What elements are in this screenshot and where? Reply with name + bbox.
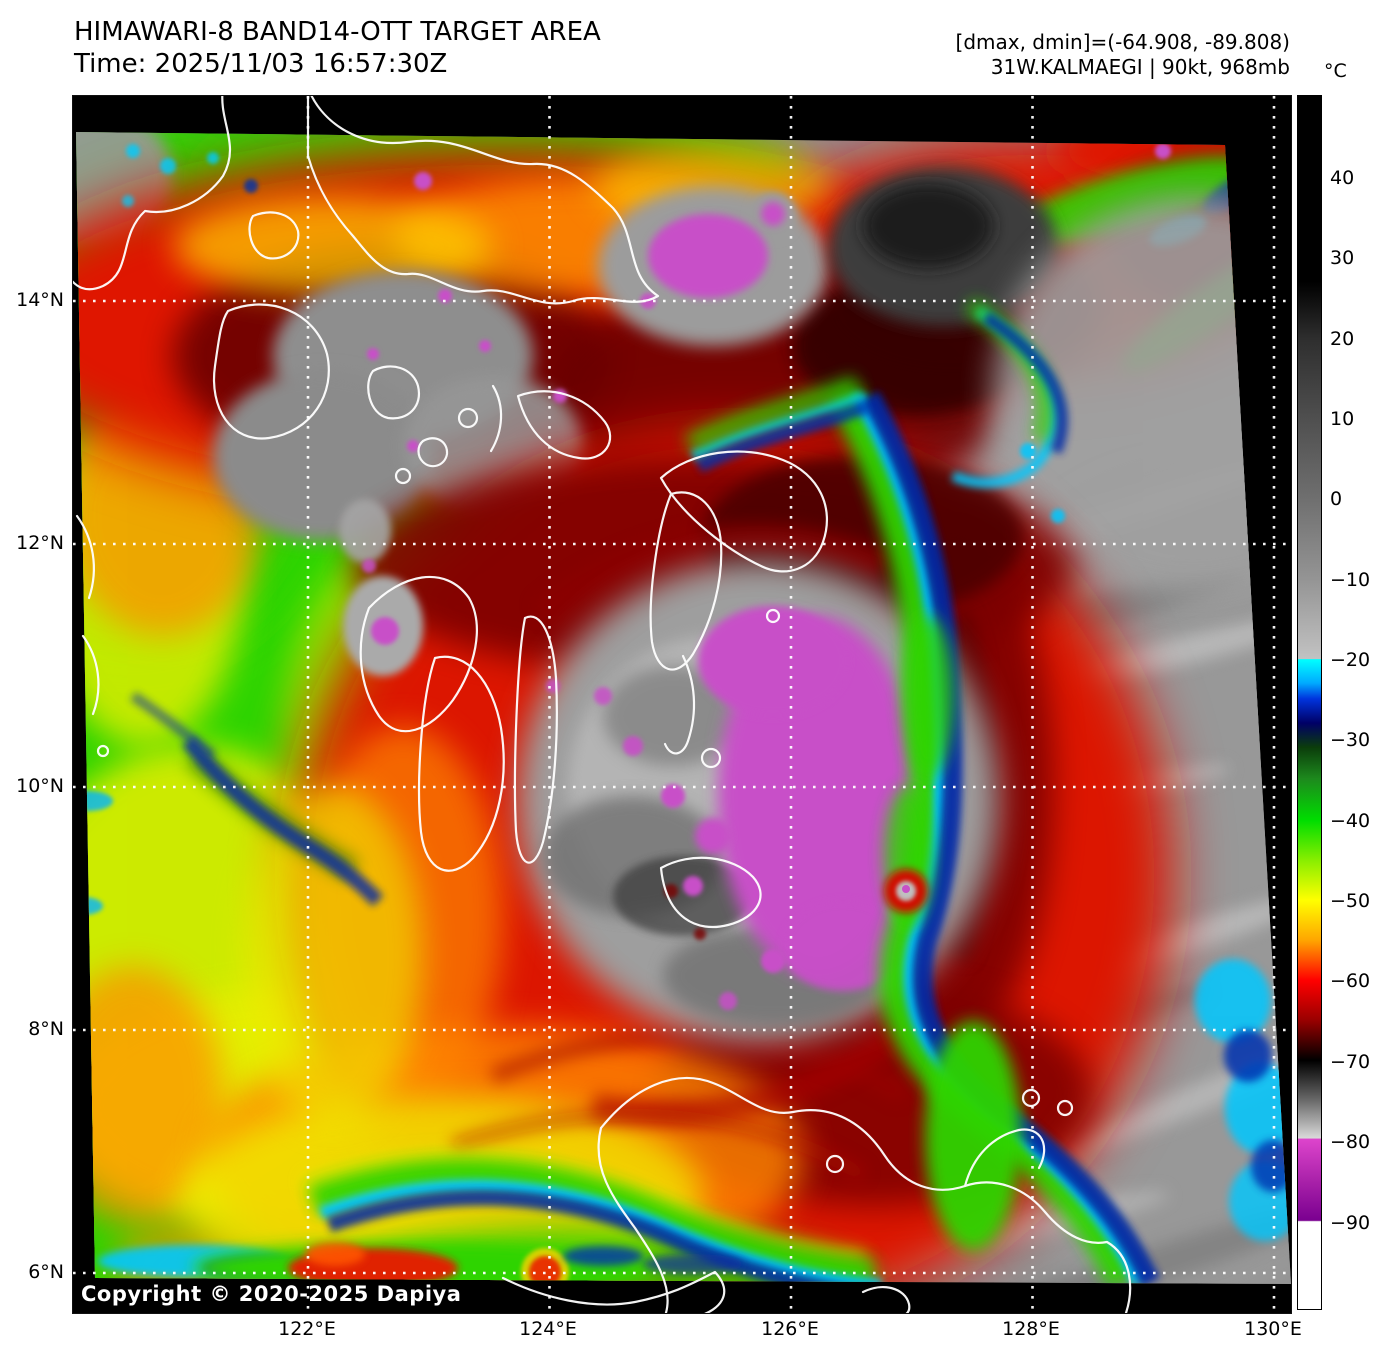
east-fringe — [684, 298, 1291, 1284]
lon-tick-130e: 130°E — [1244, 1318, 1302, 1340]
lat-tick-8n: 8°N — [28, 1018, 64, 1040]
cb-tick-30: 30 — [1330, 247, 1355, 269]
cb-tick-10: 10 — [1330, 408, 1355, 430]
lon-tick-124e: 124°E — [519, 1318, 577, 1340]
ir-imagery — [76, 132, 1291, 1284]
cb-tick-m70: −70 — [1330, 1051, 1371, 1073]
lat-tick-10n: 10°N — [16, 775, 64, 797]
lat-tick-14n: 14°N — [16, 289, 64, 311]
lon-tick-122e: 122°E — [278, 1318, 336, 1340]
cb-tick-m60: −60 — [1330, 970, 1371, 992]
cb-tick-40: 40 — [1330, 167, 1355, 189]
cb-tick-m20: −20 — [1330, 649, 1371, 671]
coastlines — [73, 96, 1132, 1313]
lat-tick-12n: 12°N — [16, 532, 64, 554]
cb-tick-m50: −50 — [1330, 890, 1371, 912]
lon-tick-126e: 126°E — [761, 1318, 819, 1340]
cb-tick-m10: −10 — [1330, 569, 1371, 591]
cb-tick-m40: −40 — [1330, 810, 1371, 832]
cdo-and-overshoot — [339, 499, 998, 1041]
satellite-map: Copyright © 2020-2025 Dapiya — [72, 95, 1292, 1314]
cb-tick-0: 0 — [1330, 488, 1343, 510]
copyright-label: Copyright © 2020-2025 Dapiya — [81, 1282, 462, 1306]
dmax-dmin-readout: [dmax, dmin]=(-64.908, -89.808) — [955, 30, 1290, 54]
figure-title: HIMAWARI-8 BAND14-OTT TARGET AREA — [74, 17, 601, 47]
cb-tick-20: 20 — [1330, 328, 1355, 350]
cb-tick-m90: −90 — [1330, 1212, 1371, 1234]
cb-tick-m30: −30 — [1330, 729, 1371, 751]
header-right: [dmax, dmin]=(-64.908, -89.808) 31W.KALM… — [956, 30, 1290, 80]
storm-info: 31W.KALMAEGI | 90kt, 968mb — [990, 55, 1290, 79]
lat-tick-6n: 6°N — [28, 1261, 64, 1283]
title-block: HIMAWARI-8 BAND14-OTT TARGET AREA Time: … — [74, 16, 601, 80]
colorbar-unit-label: °C — [1324, 60, 1347, 82]
figure-timestamp: Time: 2025/11/03 16:57:30Z — [74, 49, 448, 79]
satellite-image — [73, 96, 1291, 1313]
colorbar — [1297, 95, 1322, 1310]
lon-tick-128e: 128°E — [1002, 1318, 1060, 1340]
cb-tick-m80: −80 — [1330, 1131, 1371, 1153]
